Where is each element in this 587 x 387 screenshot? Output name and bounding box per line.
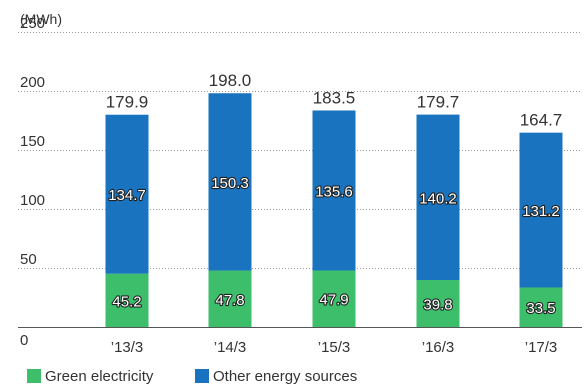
y-tick-label: 100 xyxy=(20,192,45,209)
legend-label: Green electricity xyxy=(45,368,154,385)
bar-total-label: 179.9 xyxy=(106,93,149,112)
bar-total-label: 179.7 xyxy=(417,93,460,112)
bar-total-label: 198.0 xyxy=(209,71,252,90)
x-tick-label: ’15/3 xyxy=(318,339,351,356)
bar-segment xyxy=(519,287,563,327)
x-tick-label: ’17/3 xyxy=(525,339,558,356)
bar-segment xyxy=(312,110,356,271)
bar-value-label: 150.3 xyxy=(211,175,249,192)
bar-value-label: 45.2 xyxy=(112,293,141,310)
y-tick-label: 200 xyxy=(20,74,45,91)
bar-total-label: 183.5 xyxy=(313,88,356,107)
x-tick-label: ’16/3 xyxy=(422,339,455,356)
bars: 45.2 134.7 179.9 47.8 150.3 198.0 47.9 135.6 183… xyxy=(105,71,563,327)
bar-value-label: 140.2 xyxy=(419,190,457,207)
bar-value-label: 131.2 xyxy=(522,203,560,220)
x-tick-label: ’14/3 xyxy=(214,339,247,356)
bar-segment xyxy=(105,273,149,327)
bar-value-label: 39.8 xyxy=(423,297,452,314)
bar-value-label: 134.7 xyxy=(108,187,146,204)
y-tick-label: 50 xyxy=(20,251,37,268)
bar-segment xyxy=(519,132,563,288)
bar-segment xyxy=(416,280,460,327)
bar-value-label: 47.8 xyxy=(215,292,244,309)
legend: Green electricity Other energy sources xyxy=(27,368,357,385)
y-axis-ticks: 0 50 100 150 200 250 xyxy=(20,15,45,349)
bar-value-label: 47.9 xyxy=(319,292,348,309)
bar-segment xyxy=(208,270,252,327)
y-tick-label: 150 xyxy=(20,133,45,150)
x-axis-ticks: ’13/3 ’14/3 ’15/3 ’16/3 ’17/3 xyxy=(111,339,558,356)
x-tick-label: ’13/3 xyxy=(111,339,144,356)
legend-swatch xyxy=(27,369,41,383)
y-tick-label: 250 xyxy=(20,15,45,32)
gridlines xyxy=(18,32,582,328)
bar-value-label: 33.5 xyxy=(526,300,555,317)
y-tick-label: 0 xyxy=(20,332,28,349)
legend-label: Other energy sources xyxy=(213,368,357,385)
bar-segment xyxy=(208,93,252,271)
bar-total-label: 164.7 xyxy=(520,111,563,130)
bar-segment xyxy=(105,114,149,274)
bar-value-label: 135.6 xyxy=(315,183,353,200)
bar-segment xyxy=(312,270,356,327)
bar-segment xyxy=(416,114,460,281)
legend-swatch xyxy=(195,369,209,383)
y-axis-unit-label: (MWh) xyxy=(20,11,62,27)
